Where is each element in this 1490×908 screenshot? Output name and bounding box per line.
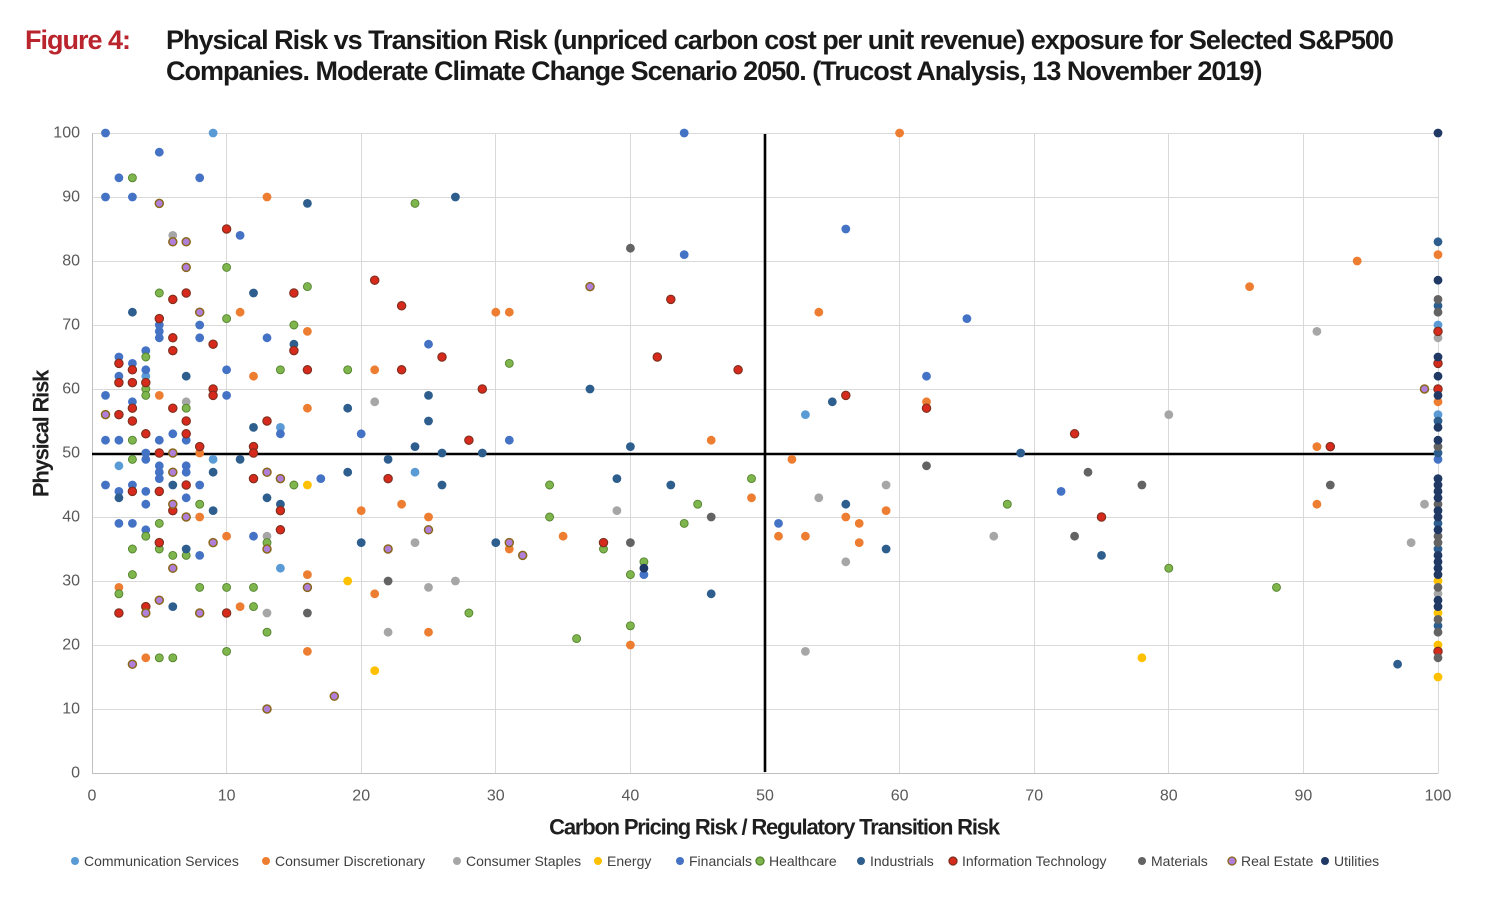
svg-text:Physical Risk: Physical Risk bbox=[29, 369, 54, 497]
svg-text:0: 0 bbox=[71, 765, 80, 782]
svg-text:70: 70 bbox=[1025, 788, 1043, 805]
svg-text:Consumer Discretionary: Consumer Discretionary bbox=[275, 853, 425, 869]
svg-text:40: 40 bbox=[62, 509, 80, 526]
svg-text:90: 90 bbox=[1295, 788, 1313, 805]
svg-text:100: 100 bbox=[1425, 788, 1452, 805]
svg-text:60: 60 bbox=[62, 381, 80, 398]
svg-text:10: 10 bbox=[218, 788, 236, 805]
svg-text:Energy: Energy bbox=[607, 853, 651, 869]
svg-text:0: 0 bbox=[88, 788, 97, 805]
svg-text:Real Estate: Real Estate bbox=[1241, 853, 1314, 869]
svg-text:10: 10 bbox=[62, 701, 80, 718]
svg-text:Financials: Financials bbox=[689, 853, 752, 869]
svg-text:50: 50 bbox=[62, 445, 80, 462]
svg-text:Consumer Staples: Consumer Staples bbox=[466, 853, 581, 869]
svg-text:Utilities: Utilities bbox=[1334, 853, 1379, 869]
svg-text:60: 60 bbox=[891, 788, 909, 805]
svg-text:80: 80 bbox=[62, 253, 80, 270]
svg-text:80: 80 bbox=[1160, 788, 1178, 805]
svg-text:90: 90 bbox=[62, 189, 80, 206]
svg-text:100: 100 bbox=[53, 125, 80, 142]
svg-text:Materials: Materials bbox=[1151, 853, 1208, 869]
svg-text:Healthcare: Healthcare bbox=[769, 853, 837, 869]
svg-text:Information Technology: Information Technology bbox=[962, 853, 1107, 869]
svg-text:40: 40 bbox=[622, 788, 640, 805]
svg-text:Carbon Pricing Risk / Regulato: Carbon Pricing Risk / Regulatory Transit… bbox=[549, 815, 1001, 840]
svg-text:20: 20 bbox=[62, 637, 80, 654]
svg-text:30: 30 bbox=[62, 573, 80, 590]
svg-text:20: 20 bbox=[352, 788, 370, 805]
svg-text:50: 50 bbox=[756, 788, 774, 805]
svg-text:Communication Services: Communication Services bbox=[84, 853, 239, 869]
svg-text:30: 30 bbox=[487, 788, 505, 805]
svg-text:Industrials: Industrials bbox=[870, 853, 934, 869]
svg-text:70: 70 bbox=[62, 317, 80, 334]
